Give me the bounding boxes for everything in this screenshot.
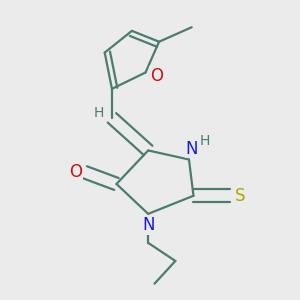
Text: H: H — [94, 106, 104, 120]
Text: S: S — [235, 187, 246, 205]
Text: N: N — [142, 216, 155, 234]
Text: N: N — [185, 140, 198, 158]
Text: H: H — [199, 134, 209, 148]
Text: O: O — [69, 163, 82, 181]
Text: O: O — [150, 67, 163, 85]
